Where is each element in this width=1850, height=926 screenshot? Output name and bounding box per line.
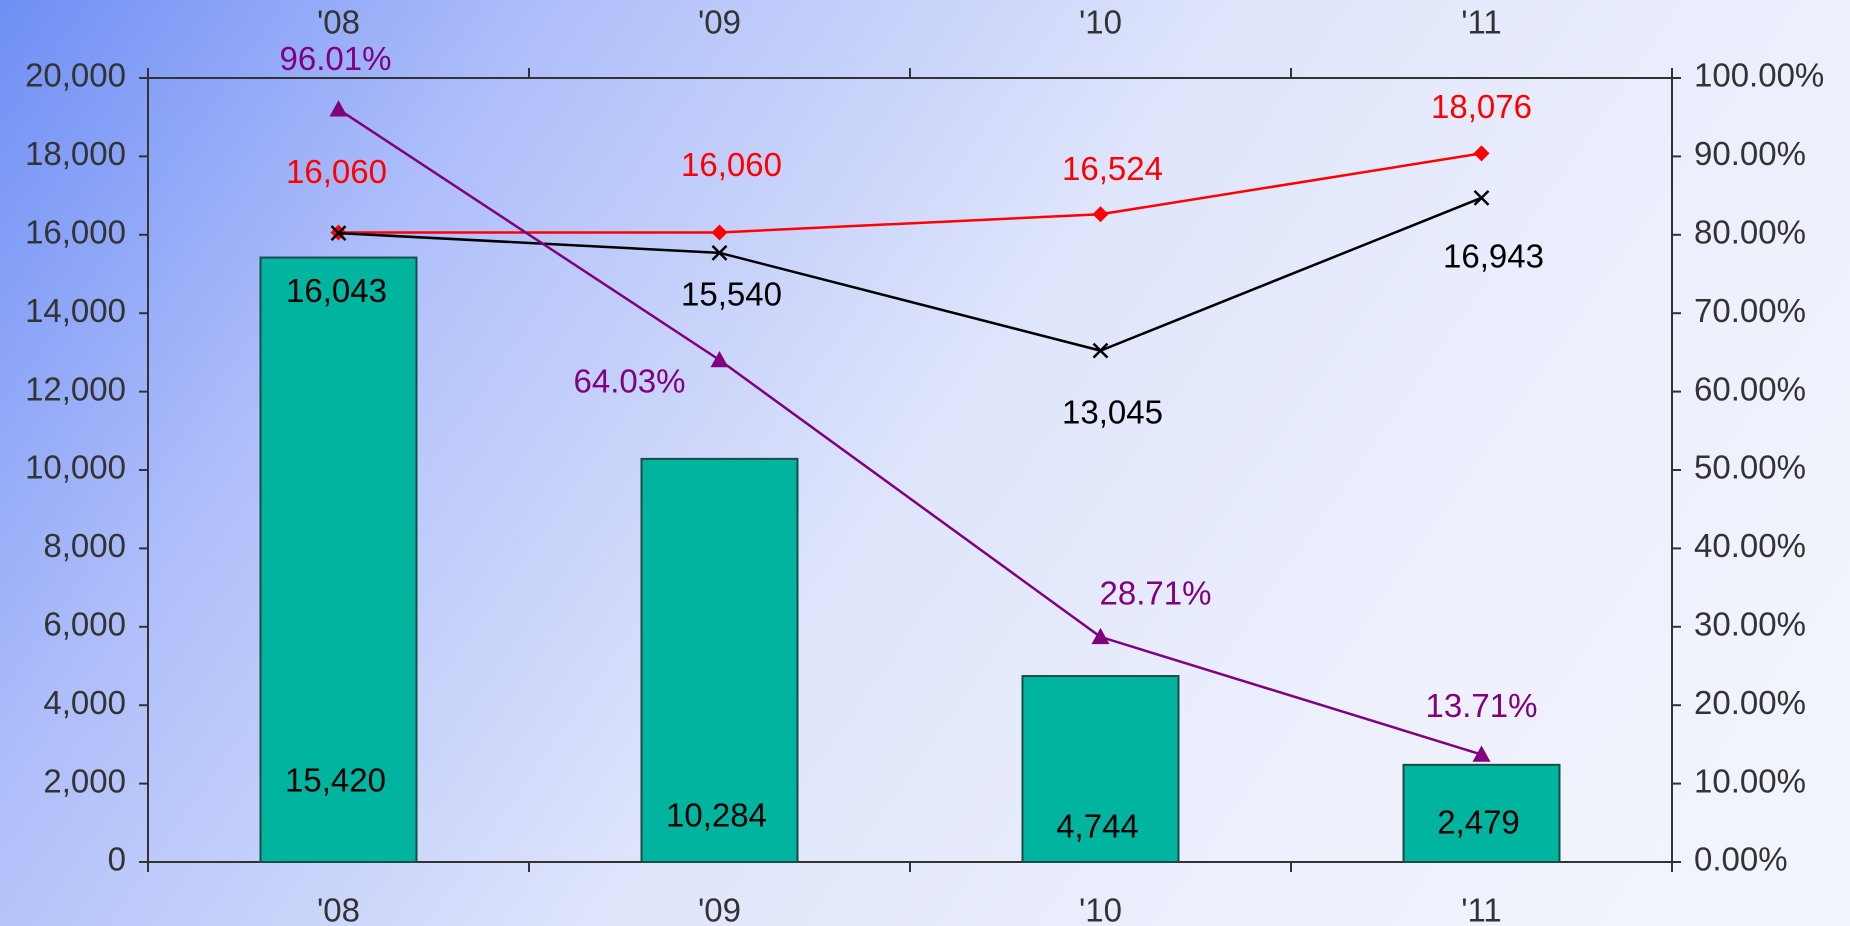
y-tick-label: 18,000 bbox=[25, 135, 126, 172]
x-top-tick-label: '10 bbox=[1079, 4, 1122, 41]
y-tick-label: 8,000 bbox=[43, 527, 126, 564]
marker-x bbox=[711, 244, 728, 261]
y2-tick-label: 50.00% bbox=[1694, 449, 1806, 486]
line-label: 15,540 bbox=[681, 276, 782, 313]
line-label: 16,060 bbox=[681, 146, 782, 183]
y-tick-label: 2,000 bbox=[43, 762, 126, 799]
marker-x bbox=[330, 225, 347, 241]
y2-tick-label: 10.00% bbox=[1694, 762, 1806, 799]
y2-tick-label: 100.00% bbox=[1694, 57, 1824, 94]
line-label: 13,045 bbox=[1062, 393, 1163, 430]
line-label: 64.03% bbox=[574, 363, 686, 400]
bar-label: 10,284 bbox=[666, 797, 767, 834]
series-line bbox=[337, 108, 1482, 756]
line-label: 96.01% bbox=[280, 40, 392, 77]
marker-diamond bbox=[711, 224, 728, 241]
y2-tick-label: 90.00% bbox=[1694, 135, 1806, 172]
series-line bbox=[338, 152, 1482, 234]
y-tick-label: 12,000 bbox=[25, 370, 126, 407]
y-tick-label: 20,000 bbox=[25, 57, 126, 94]
bar bbox=[259, 256, 418, 863]
bar bbox=[1402, 763, 1561, 863]
y2-tick-label: 0.00% bbox=[1694, 841, 1788, 878]
y-tick-label: 16,000 bbox=[25, 214, 126, 251]
marker-triangle bbox=[1472, 745, 1491, 762]
data-labels: 15,420 10,284 4,744 2,479 16,060 16,060 16,524… bbox=[280, 40, 1544, 845]
y2-tick-label: 20.00% bbox=[1694, 684, 1806, 721]
lines bbox=[329, 100, 1491, 762]
bar-label: 2,479 bbox=[1437, 804, 1520, 841]
marker-triangle bbox=[710, 351, 729, 368]
line-label: 28.71% bbox=[1100, 575, 1212, 612]
x-tick-label: '11 bbox=[1461, 892, 1502, 926]
bar-label: 15,420 bbox=[285, 762, 386, 799]
line-label: 16,943 bbox=[1443, 238, 1544, 275]
y-tick-label: 14,000 bbox=[25, 292, 126, 329]
marker-x bbox=[1092, 342, 1109, 359]
line-label: 18,076 bbox=[1431, 88, 1532, 125]
series-line bbox=[338, 196, 1482, 352]
y-tick-label: 6,000 bbox=[43, 606, 126, 643]
y-tick-label: 0 bbox=[108, 841, 126, 878]
line-label: 16,043 bbox=[286, 272, 387, 309]
x-top-tick-label: '11 bbox=[1461, 4, 1502, 41]
x-top-tick-label: '09 bbox=[698, 4, 741, 41]
bar bbox=[1021, 675, 1180, 864]
x-tick-label: '08 bbox=[317, 892, 360, 926]
y2-tick-label: 40.00% bbox=[1694, 527, 1806, 564]
axes: 0 2,000 4,000 6,000 8,000 10,000 12,000 14,000 1… bbox=[25, 4, 1824, 926]
line-label: 13.71% bbox=[1426, 687, 1538, 724]
bar bbox=[640, 457, 799, 863]
marker-x bbox=[1473, 189, 1490, 206]
x-top-tick-label: '08 bbox=[317, 4, 360, 41]
bars bbox=[259, 256, 1561, 864]
line-label: 16,524 bbox=[1062, 150, 1163, 187]
y2-tick-label: 70.00% bbox=[1694, 292, 1806, 329]
bar-label: 4,744 bbox=[1056, 808, 1139, 845]
marker-triangle bbox=[329, 100, 348, 117]
marker-diamond bbox=[1473, 145, 1490, 162]
marker-triangle bbox=[1091, 627, 1110, 645]
y-tick-label: 4,000 bbox=[43, 684, 126, 721]
x-tick-label: '10 bbox=[1079, 892, 1122, 926]
x-tick-label: '09 bbox=[698, 892, 741, 926]
line-label: 16,060 bbox=[286, 153, 387, 190]
y2-tick-label: 80.00% bbox=[1694, 214, 1806, 251]
y-tick-label: 10,000 bbox=[25, 449, 126, 486]
y2-tick-label: 60.00% bbox=[1694, 370, 1806, 407]
y2-tick-label: 30.00% bbox=[1694, 606, 1806, 643]
marker-diamond bbox=[1092, 206, 1109, 223]
